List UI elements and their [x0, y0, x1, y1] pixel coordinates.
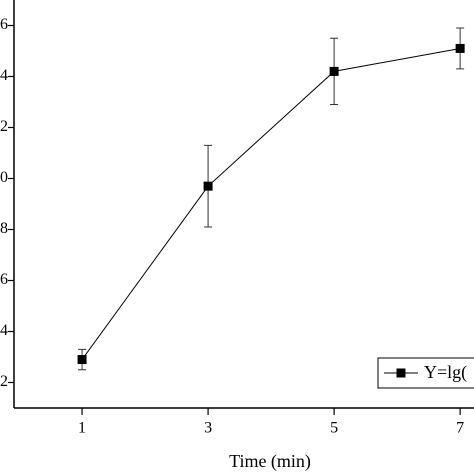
y-tick-label: 4: [0, 67, 8, 84]
y-tick-label: 2: [0, 373, 8, 390]
y-tick-label: 2: [0, 118, 8, 135]
marker: [77, 355, 87, 365]
marker: [203, 181, 213, 191]
x-tick-label: 5: [330, 420, 338, 437]
x-tick-label: 1: [78, 420, 86, 437]
x-tick-label: 3: [204, 420, 212, 437]
y-tick-label: 6: [0, 271, 8, 288]
y-tick-label: 8: [0, 220, 8, 237]
y-tick-label: 4: [0, 322, 8, 339]
x-axis-label: Time (min): [229, 451, 311, 472]
y-tick-label: 6: [0, 16, 8, 33]
marker: [329, 66, 339, 76]
legend-marker: [396, 368, 406, 378]
x-tick-label: 7: [456, 420, 464, 437]
legend-label: Y=lg(: [424, 362, 467, 383]
series-line: [81, 47, 461, 360]
y-tick-label: 0: [0, 169, 8, 186]
marker: [455, 43, 465, 53]
